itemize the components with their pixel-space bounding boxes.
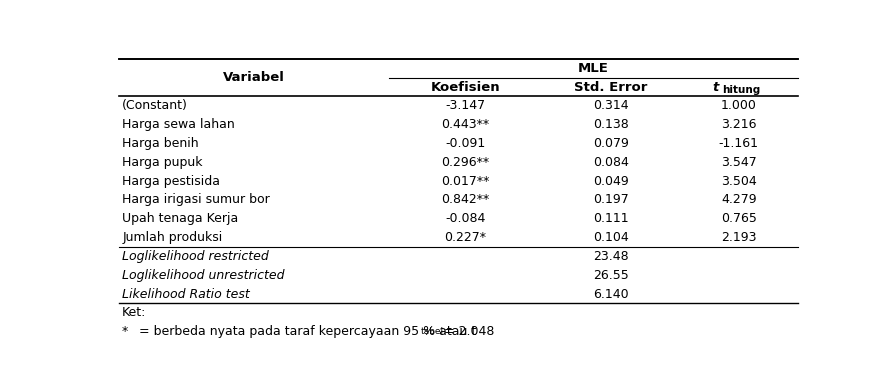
Text: 3.504: 3.504 — [721, 175, 756, 188]
Text: 0.314: 0.314 — [593, 99, 628, 112]
Text: 0.227*: 0.227* — [444, 231, 486, 244]
Text: 0.765: 0.765 — [721, 212, 756, 225]
Text: 0.111: 0.111 — [593, 212, 628, 225]
Text: 0.443**: 0.443** — [441, 118, 489, 131]
Text: Variabel: Variabel — [223, 71, 284, 84]
Text: tabel: tabel — [421, 327, 444, 336]
Text: Std. Error: Std. Error — [574, 81, 647, 94]
Text: Harga pupuk: Harga pupuk — [122, 156, 203, 169]
Text: 26.55: 26.55 — [593, 269, 628, 282]
Text: 6.140: 6.140 — [593, 287, 628, 301]
Text: -0.084: -0.084 — [445, 212, 485, 225]
Text: = berbeda nyata pada taraf kepercayaan 95 % atau t: = berbeda nyata pada taraf kepercayaan 9… — [139, 325, 477, 338]
Text: hitung: hitung — [722, 85, 761, 96]
Text: Koefisien: Koefisien — [430, 81, 500, 94]
Text: 1.000: 1.000 — [721, 99, 756, 112]
Text: Ket:: Ket: — [122, 307, 147, 319]
Text: 3.216: 3.216 — [721, 118, 756, 131]
Text: Jumlah produksi: Jumlah produksi — [122, 231, 223, 244]
Text: 0.079: 0.079 — [593, 137, 628, 150]
Text: 2.193: 2.193 — [721, 231, 756, 244]
Text: Upah tenaga Kerja: Upah tenaga Kerja — [122, 212, 239, 225]
Text: Loglikelihood unrestricted: Loglikelihood unrestricted — [122, 269, 284, 282]
Text: 0.084: 0.084 — [593, 156, 628, 169]
Text: 0.138: 0.138 — [593, 118, 628, 131]
Text: 0.049: 0.049 — [593, 175, 628, 188]
Text: Likelihood Ratio test: Likelihood Ratio test — [122, 287, 250, 301]
Text: Harga sewa lahan: Harga sewa lahan — [122, 118, 235, 131]
Text: -0.091: -0.091 — [445, 137, 485, 150]
Text: 0.104: 0.104 — [593, 231, 628, 244]
Text: MLE: MLE — [578, 62, 609, 75]
Text: 0.017**: 0.017** — [441, 175, 489, 188]
Text: -1.161: -1.161 — [719, 137, 759, 150]
Text: Harga irigasi sumur bor: Harga irigasi sumur bor — [122, 193, 270, 206]
Text: Loglikelihood restricted: Loglikelihood restricted — [122, 250, 269, 263]
Text: 0.296**: 0.296** — [441, 156, 489, 169]
Text: -3.147: -3.147 — [445, 99, 485, 112]
Text: 23.48: 23.48 — [593, 250, 628, 263]
Text: 3.547: 3.547 — [721, 156, 756, 169]
Text: Harga benih: Harga benih — [122, 137, 198, 150]
Text: Harga pestisida: Harga pestisida — [122, 175, 220, 188]
Text: 4.279: 4.279 — [721, 193, 756, 206]
Text: = 2.048: = 2.048 — [443, 325, 494, 338]
Text: 0.842**: 0.842** — [441, 193, 489, 206]
Text: t: t — [713, 81, 720, 94]
Text: 0.197: 0.197 — [593, 193, 628, 206]
Text: *: * — [122, 325, 129, 338]
Text: (Constant): (Constant) — [122, 99, 188, 112]
